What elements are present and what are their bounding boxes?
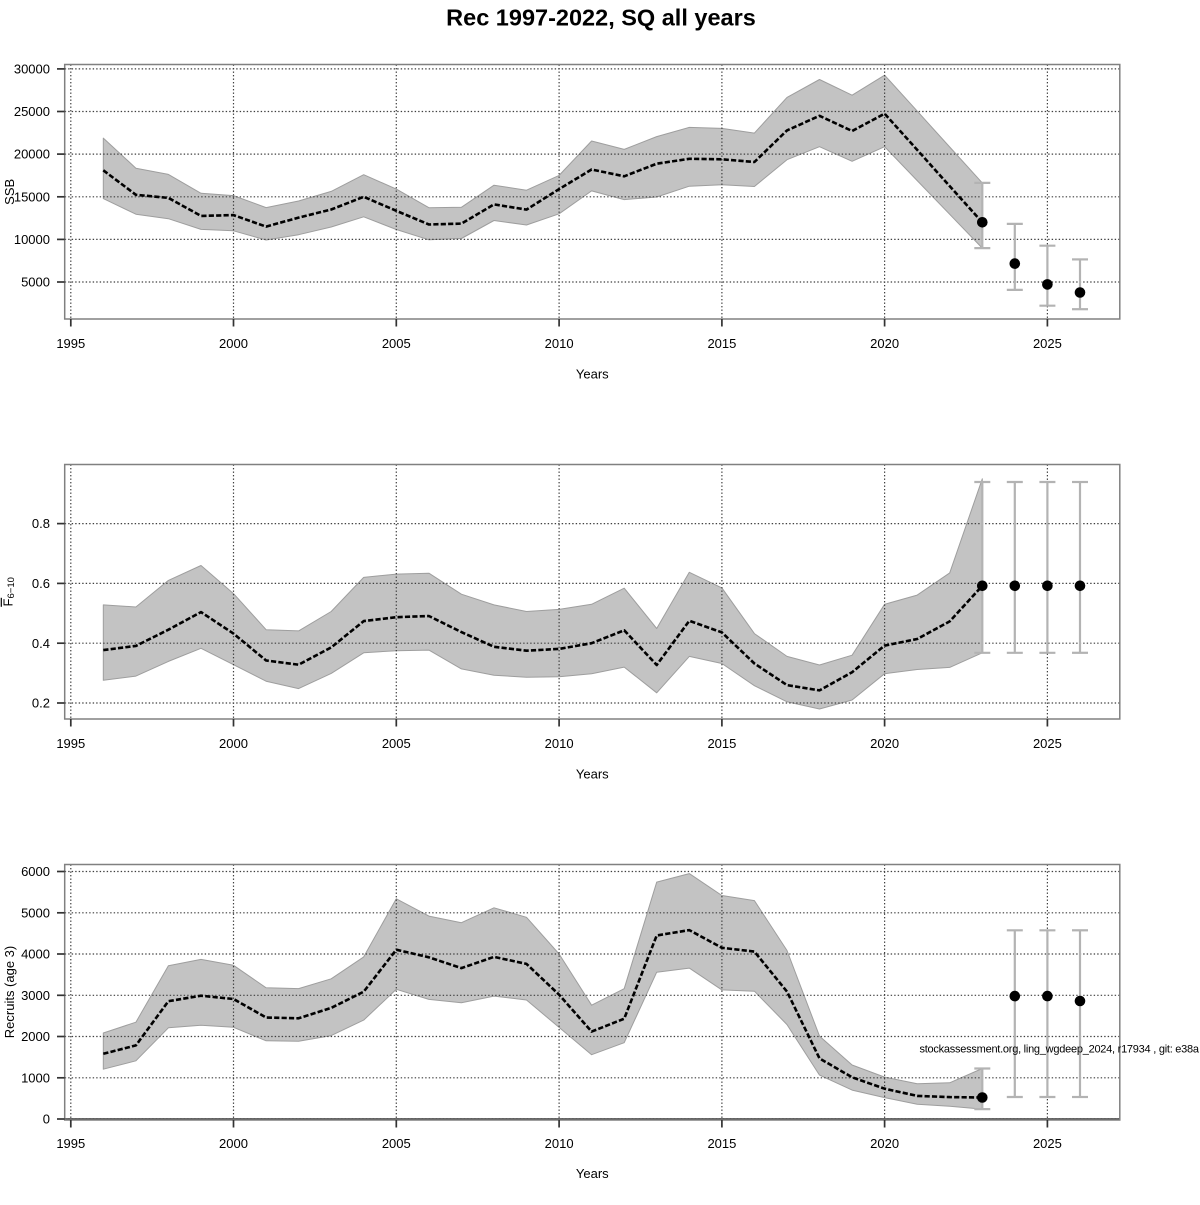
svg-text:2015: 2015 [707, 736, 736, 751]
svg-text:30000: 30000 [14, 62, 50, 77]
svg-text:2025: 2025 [1033, 336, 1062, 351]
svg-text:1995: 1995 [56, 336, 85, 351]
svg-text:2015: 2015 [707, 336, 736, 351]
svg-text:2020: 2020 [870, 336, 899, 351]
svg-text:2000: 2000 [21, 1029, 50, 1044]
svg-text:5000: 5000 [21, 275, 50, 290]
svg-text:1995: 1995 [56, 1136, 85, 1151]
svg-text:1995: 1995 [56, 736, 85, 751]
svg-text:Rec 1997-2022, SQ all years: Rec 1997-2022, SQ all years [446, 5, 756, 31]
svg-text:stockassessment.org, ling_wgde: stockassessment.org, ling_wgdeep_2024, r… [920, 1044, 1200, 1056]
svg-text:2015: 2015 [707, 1136, 736, 1151]
svg-text:0.8: 0.8 [32, 516, 50, 531]
svg-text:0.2: 0.2 [32, 696, 50, 711]
svg-text:2020: 2020 [870, 736, 899, 751]
svg-text:2025: 2025 [1033, 736, 1062, 751]
svg-text:3000: 3000 [21, 988, 50, 1003]
svg-text:2010: 2010 [545, 336, 574, 351]
svg-text:2020: 2020 [870, 1136, 899, 1151]
svg-text:20000: 20000 [14, 147, 50, 162]
svg-text:SSB: SSB [2, 179, 17, 205]
svg-text:Recruits (age 3): Recruits (age 3) [2, 946, 17, 1038]
svg-text:0.4: 0.4 [32, 636, 50, 651]
svg-text:2005: 2005 [382, 736, 411, 751]
svg-text:5000: 5000 [21, 905, 50, 920]
svg-text:2000: 2000 [219, 736, 248, 751]
svg-text:4000: 4000 [21, 947, 50, 962]
svg-text:15000: 15000 [14, 189, 50, 204]
svg-text:6000: 6000 [21, 864, 50, 879]
svg-text:25000: 25000 [14, 104, 50, 119]
svg-text:2005: 2005 [382, 336, 411, 351]
svg-text:0: 0 [43, 1112, 50, 1127]
svg-text:Years: Years [576, 366, 609, 381]
svg-text:10000: 10000 [14, 232, 50, 247]
svg-text:1000: 1000 [21, 1070, 50, 1085]
svg-text:Years: Years [576, 1166, 609, 1181]
svg-text:2000: 2000 [219, 336, 248, 351]
svg-text:2005: 2005 [382, 1136, 411, 1151]
svg-text:2010: 2010 [545, 1136, 574, 1151]
svg-text:2000: 2000 [219, 1136, 248, 1151]
svg-text:0.6: 0.6 [32, 576, 50, 591]
svg-text:Years: Years [576, 766, 609, 781]
svg-text:2010: 2010 [545, 736, 574, 751]
svg-text:2025: 2025 [1033, 1136, 1062, 1151]
